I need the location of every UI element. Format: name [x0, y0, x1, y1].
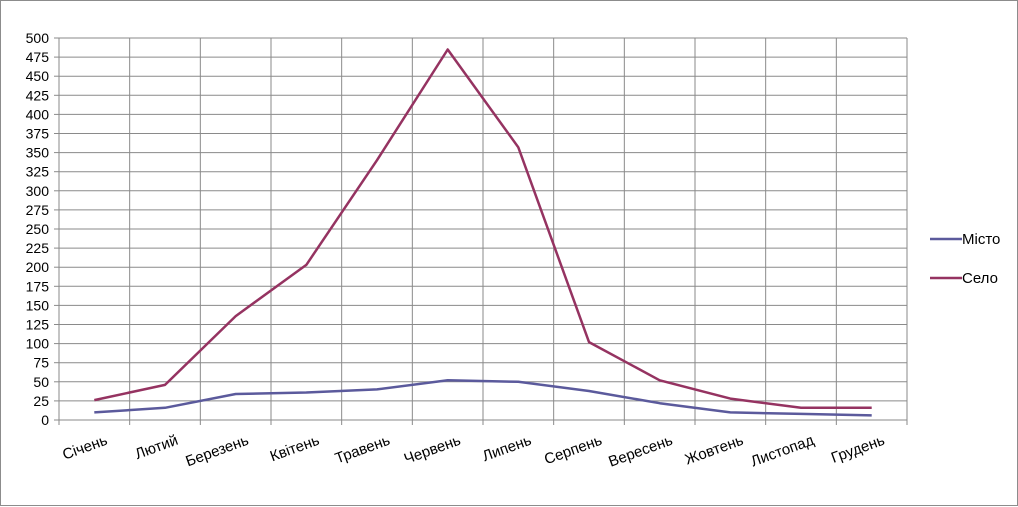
y-tick-label: 275 — [26, 202, 50, 218]
x-tick-label: Червень — [402, 432, 463, 468]
x-tick-label: Вересень — [606, 432, 675, 471]
x-tick-label: Травень — [333, 432, 393, 468]
x-tick-label: Квітень — [268, 432, 322, 466]
legend: Місто Село — [930, 231, 1000, 287]
x-tick-label: Січень — [60, 432, 110, 464]
x-tick-label: Лютий — [133, 432, 181, 463]
x-axis-ticks: Січень Лютий Березень Квітень Травень Червень… — [60, 432, 887, 471]
y-tick-label: 375 — [26, 126, 50, 142]
x-tick-label: Жовтень — [683, 432, 746, 469]
legend-label: Місто — [962, 231, 1000, 248]
y-tick-label: 0 — [41, 412, 49, 428]
y-tick-label: 100 — [26, 336, 50, 352]
y-tick-label: 350 — [26, 145, 50, 161]
legend-label: Село — [962, 270, 998, 287]
series-lines — [94, 48, 872, 417]
y-tick-label: 25 — [33, 393, 49, 409]
y-tick-label: 400 — [26, 106, 50, 122]
x-tick-label: Серпень — [542, 432, 604, 469]
y-tick-label: 200 — [26, 259, 50, 275]
y-tick-label: 250 — [26, 221, 50, 237]
y-tick-label: 500 — [26, 30, 50, 46]
y-tick-label: 175 — [26, 278, 50, 294]
x-tick-label: Грудень — [829, 432, 887, 467]
y-tick-label: 300 — [26, 183, 50, 199]
y-tick-label: 75 — [33, 355, 49, 371]
x-tick-label: Липень — [480, 432, 534, 465]
y-tick-label: 475 — [26, 49, 50, 65]
x-tick-label: Листопад — [749, 432, 817, 471]
x-tick-label: Березень — [183, 432, 251, 471]
y-tick-label: 450 — [26, 68, 50, 84]
y-tick-label: 225 — [26, 240, 50, 256]
y-tick-label: 50 — [33, 374, 49, 390]
series-line-2 — [94, 48, 872, 410]
grid — [54, 37, 908, 425]
y-tick-label: 425 — [26, 87, 50, 103]
y-tick-label: 325 — [26, 164, 50, 180]
y-axis-ticks: 0 25 50 75 100 125 150 175 200 225 250 275 300 325 350… — [26, 30, 50, 428]
y-tick-label: 150 — [26, 297, 50, 313]
series-line-1 — [94, 379, 872, 417]
y-tick-label: 125 — [26, 317, 50, 333]
